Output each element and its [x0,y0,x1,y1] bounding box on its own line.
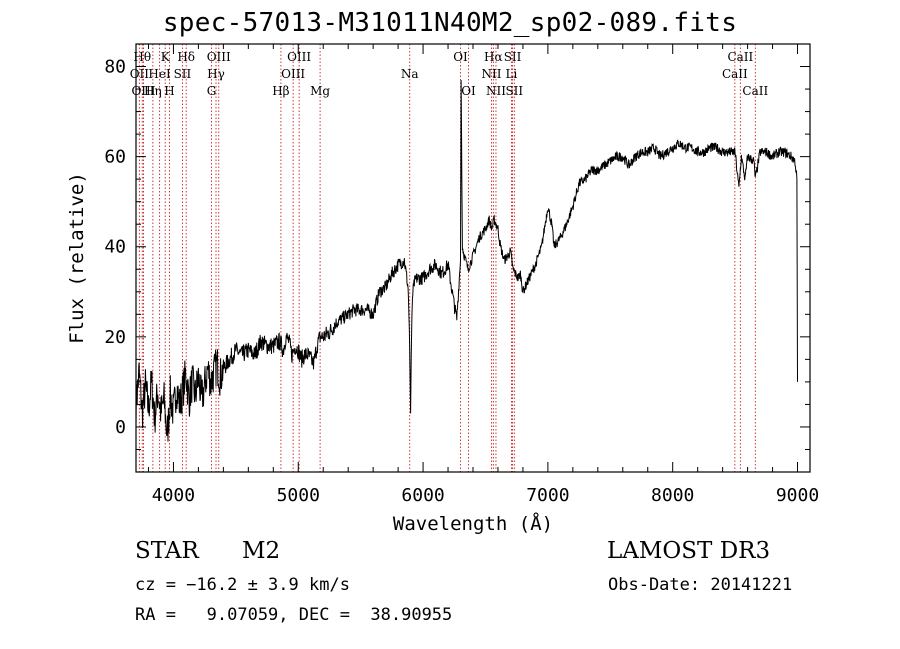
spectral-line-markers [138,44,756,472]
line-label-23: Li [506,67,518,81]
x-tick-label: 8000 [651,485,694,506]
x-tick-label: 6000 [401,485,444,506]
line-label-24: SII [505,84,523,98]
line-label-19: Hα [484,50,503,64]
line-label-12: Hβ [272,84,289,98]
y-axis-label: Flux (relative) [66,172,88,344]
line-label-13: OIII [287,50,311,64]
x-tick-label: 4000 [152,485,195,506]
redshift-text: cz = −16.2 ± 3.9 km/s [135,575,350,595]
x-axis-label: Wavelength (Å) [393,512,553,535]
axis-ticks: 4000 5000 6000 7000 8000 9000 0 20 40 60 80 [104,43,819,506]
line-label-2: OIII [131,84,155,98]
line-label-26: CaII [722,67,748,81]
line-label-9: OIII [207,50,231,64]
line-label-25: CaII [727,50,753,64]
survey-name: LAMOST DR3 [607,538,771,564]
y-tick-label: 0 [115,417,126,438]
obs-date: Obs-Date: 20141221 [608,575,793,595]
line-label-5: H [164,84,174,98]
line-label-8: Hδ [177,50,195,64]
line-label-20: NII [481,67,501,81]
line-label-18: OI [461,84,476,98]
plot-frame [135,43,811,473]
x-tick-label: 7000 [526,485,569,506]
x-tick-label: 9000 [776,485,819,506]
y-tick-label: 20 [104,327,126,348]
line-label-3: Hη [144,84,162,98]
ra-dec: RA = 9.07059, DEC = 38.90955 [135,605,453,625]
line-label-16: Na [401,67,419,81]
line-label-1: OII [130,67,150,81]
y-tick-label: 40 [104,237,126,258]
line-label-27: CaII [742,84,768,98]
line-label-7: SII [174,67,192,81]
line-label-17: OI [453,50,468,64]
chart-title: spec-57013-M31011N40M2_sp02-089.fits [162,8,738,38]
line-label-15: Mg [310,84,330,98]
spectrum-line [135,79,798,442]
x-tick-label: 5000 [277,485,320,506]
object-class: STAR [135,538,199,564]
line-label-4: K [161,50,171,64]
y-tick-label: 60 [104,147,126,168]
line-label-0: Hθ [133,50,151,64]
line-label-11: G [207,84,217,98]
line-label-10: Hγ [207,67,225,81]
line-label-22: SII [504,50,522,64]
object-subclass: M2 [242,538,281,564]
y-tick-label: 80 [104,57,126,78]
line-label-6: HeI [148,67,171,81]
line-label-14: OIII [281,67,305,81]
spectrum-data [135,79,798,442]
line-label-21: NII [486,84,506,98]
